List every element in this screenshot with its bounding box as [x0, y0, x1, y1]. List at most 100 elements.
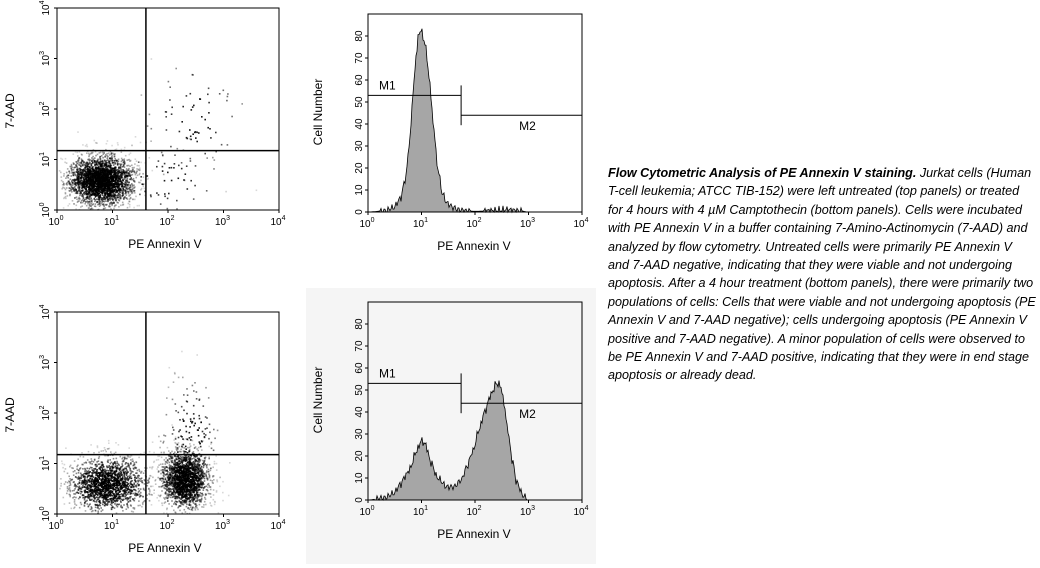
event-dot	[73, 162, 75, 164]
event-dot	[128, 492, 130, 494]
event-dot	[115, 167, 117, 169]
event-dot	[155, 479, 157, 481]
event-dot	[69, 489, 71, 491]
event-dot	[136, 160, 138, 162]
event-dot	[82, 486, 84, 488]
event-dot	[128, 191, 130, 193]
event-dot	[120, 505, 122, 507]
event-dot	[117, 468, 119, 470]
event-dot	[110, 160, 112, 162]
event-dot	[169, 462, 171, 464]
event-dot	[77, 492, 79, 494]
event-dot	[210, 470, 212, 472]
event-dot	[171, 107, 173, 109]
event-dot	[66, 172, 68, 174]
event-dot	[111, 187, 113, 189]
event-dot	[60, 478, 62, 480]
event-dot	[101, 481, 103, 483]
event-dot	[140, 472, 142, 474]
event-dot	[132, 458, 134, 460]
event-dot	[80, 493, 82, 495]
event-dot	[120, 165, 122, 167]
event-dot	[88, 207, 90, 209]
event-dot	[76, 161, 78, 163]
event-dot	[94, 160, 96, 162]
event-dot	[78, 498, 80, 500]
event-dot	[125, 172, 127, 174]
event-dot	[116, 160, 118, 162]
event-dot	[96, 494, 98, 496]
event-dot	[109, 482, 111, 484]
event-dot	[127, 477, 129, 479]
event-dot	[62, 181, 64, 183]
event-dot	[231, 116, 233, 118]
event-dot	[78, 190, 80, 192]
event-dot	[96, 161, 98, 163]
event-dot	[120, 496, 122, 498]
tick-exponent: 2	[478, 217, 482, 224]
event-dot	[73, 471, 75, 473]
tick-base: 10	[41, 54, 52, 66]
event-dot	[69, 502, 71, 504]
event-dot	[91, 469, 93, 471]
event-dot	[131, 193, 133, 195]
event-dot	[148, 478, 150, 480]
event-dot	[94, 191, 96, 193]
event-dot	[111, 488, 113, 490]
event-dot	[116, 181, 118, 183]
event-dot	[81, 491, 83, 493]
event-dot	[122, 179, 124, 181]
event-dot	[61, 176, 63, 178]
event-dot	[67, 490, 69, 492]
event-dot	[94, 165, 96, 167]
event-dot	[98, 190, 100, 192]
event-dot	[124, 496, 126, 498]
event-dot	[164, 193, 166, 195]
event-dot	[125, 494, 127, 496]
tick-exponent: 1	[115, 215, 119, 222]
event-dot	[89, 166, 91, 168]
event-dot	[114, 471, 116, 473]
event-dot	[104, 479, 106, 481]
event-dot	[126, 503, 128, 505]
event-dot	[97, 154, 99, 156]
event-dot	[87, 200, 89, 202]
event-dot	[121, 173, 123, 175]
event-dot	[87, 491, 89, 493]
event-dot	[82, 474, 84, 476]
event-dot	[132, 471, 134, 473]
event-dot	[128, 173, 130, 175]
tick-exponent: 3	[531, 217, 535, 224]
event-dot	[91, 478, 93, 480]
event-dot	[134, 498, 136, 500]
event-dot	[101, 175, 103, 177]
event-dot	[107, 200, 109, 202]
event-dot	[105, 174, 107, 176]
event-dot	[81, 154, 83, 156]
event-dot	[132, 189, 134, 191]
event-dot	[100, 172, 102, 174]
event-dot	[105, 161, 107, 163]
event-dot	[134, 163, 136, 165]
event-dot	[92, 475, 94, 477]
event-dot	[84, 499, 86, 501]
event-dot	[89, 184, 91, 186]
event-dot	[94, 478, 96, 480]
event-dot	[60, 483, 62, 485]
event-dot	[69, 190, 71, 192]
event-dot	[61, 460, 63, 462]
event-dot	[127, 488, 129, 490]
event-dot	[118, 484, 120, 486]
marker-label: M2	[519, 119, 536, 133]
event-dot	[86, 205, 88, 207]
event-dot	[124, 489, 126, 491]
event-dot	[60, 485, 62, 487]
event-dot	[132, 465, 134, 467]
event-dot	[100, 475, 102, 477]
event-dot	[107, 184, 109, 186]
event-dot	[113, 187, 115, 189]
event-dot	[143, 176, 145, 178]
event-dot	[74, 488, 76, 490]
y-axis-title: 7-AAD	[3, 93, 17, 129]
